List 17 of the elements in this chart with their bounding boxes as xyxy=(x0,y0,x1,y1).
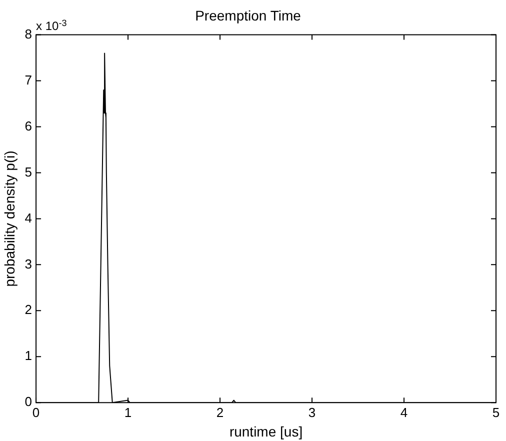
y-tick-label: 1 xyxy=(24,348,32,364)
x-tick-label: 4 xyxy=(400,404,408,420)
x-tick-label: 3 xyxy=(308,404,316,420)
x-tick-label: 5 xyxy=(492,404,500,420)
y-axis-title: probability density p(i) xyxy=(1,150,18,287)
y-tick-label: 4 xyxy=(24,210,32,226)
x-axis-title: runtime [us] xyxy=(229,423,303,440)
chart-title: Preemption Time xyxy=(195,7,302,24)
y-tick-label: 3 xyxy=(24,256,32,272)
y-tick-label: 2 xyxy=(24,302,32,318)
y-tick-label: 0 xyxy=(24,394,32,410)
y-tick-label: 7 xyxy=(24,72,32,88)
x-tick-label: 1 xyxy=(124,404,132,420)
y-tick-label: 6 xyxy=(24,118,32,134)
y-tick-label: 8 xyxy=(24,26,32,42)
y-tick-label: 5 xyxy=(24,164,32,180)
x-tick-label: 2 xyxy=(216,404,224,420)
